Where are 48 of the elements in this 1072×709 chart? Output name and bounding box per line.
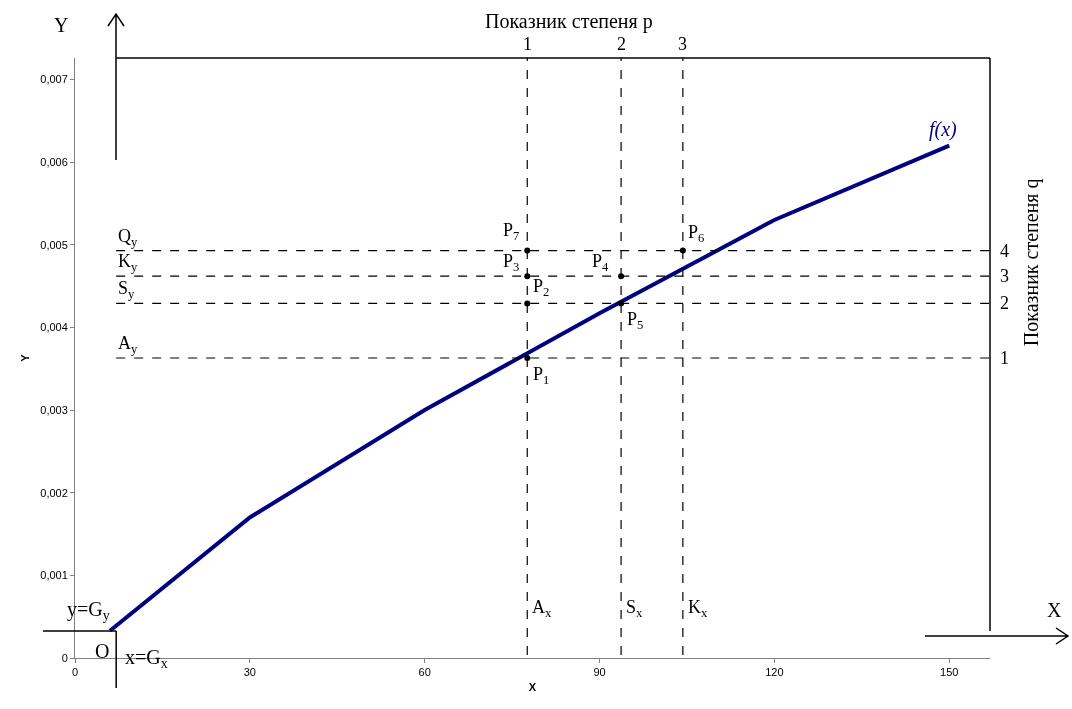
ref-line-label: S$_{x}$	[626, 597, 644, 620]
ref-line-label: A$_{y}$	[118, 333, 138, 356]
text: Показник степеня q	[1020, 178, 1044, 347]
annotation: 3	[1000, 266, 1009, 286]
annotation: 1	[523, 34, 532, 54]
y-tick-label: 0,002	[40, 486, 68, 499]
annotation: x=G$_{x}$	[125, 646, 168, 672]
annotation: P$_{2}$	[533, 276, 550, 299]
y-tick-label: 0,003	[40, 403, 68, 416]
ref-line-label: Q$_{y}$	[118, 226, 138, 249]
annotation: P$_{7}$	[503, 220, 520, 243]
text: Y	[54, 14, 69, 36]
annotation: 2	[1000, 293, 1009, 313]
ref-line-label: K$_{y}$	[118, 251, 138, 274]
point	[524, 300, 531, 307]
ref-line-label: A$_{x}$	[532, 597, 552, 620]
annotation: P$_{6}$	[688, 222, 705, 245]
annotation: 4	[1000, 241, 1009, 261]
point	[524, 355, 531, 361]
y-tick-label: 0	[61, 651, 68, 664]
annotation: P$_{5}$	[627, 309, 644, 332]
x-tick-label: 150	[940, 666, 959, 679]
x-tick-label: 90	[593, 666, 606, 679]
x-axis-title: X	[528, 681, 537, 694]
annotation: 2	[617, 34, 626, 54]
ref-line-label: K$_{x}$	[688, 597, 708, 620]
x-tick-label: 0	[71, 666, 79, 679]
x-tick-label: 60	[418, 666, 431, 679]
y-axis-title: Y	[18, 353, 31, 362]
x-tick-label: 30	[243, 666, 256, 679]
x-tick-label: 120	[765, 666, 784, 679]
text: X	[1047, 599, 1062, 621]
ref-line-label: S$_{y}$	[118, 278, 136, 301]
y-tick-label: 0,004	[40, 321, 68, 334]
annotation: y=G$_{y}$	[67, 598, 110, 624]
series-label: f(x)	[929, 118, 958, 141]
annotation: P$_{4}$	[592, 251, 610, 274]
text: Показник степеня p	[485, 10, 653, 33]
annotation: P$_{3}$	[503, 251, 520, 274]
annotation: 1	[1000, 348, 1009, 368]
y-tick-label: 0,007	[40, 73, 68, 86]
annotation: O	[95, 640, 110, 662]
y-tick-label: 0,005	[40, 238, 68, 251]
y-tick-label: 0,006	[40, 155, 68, 168]
point	[524, 273, 531, 280]
y-tick-label: 0,001	[40, 569, 68, 582]
annotation: P$_{1}$	[533, 364, 550, 387]
annotation: 3	[678, 34, 687, 54]
